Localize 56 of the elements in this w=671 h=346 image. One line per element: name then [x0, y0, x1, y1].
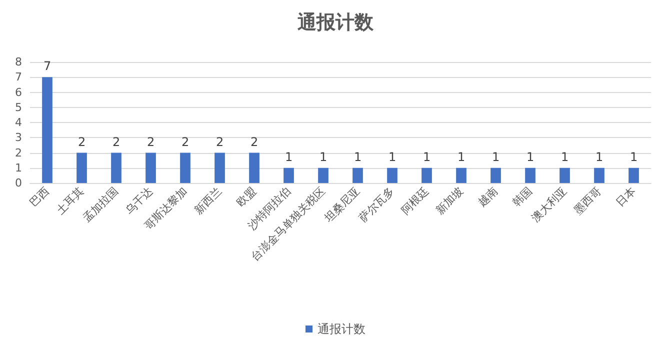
data-label: 2 — [112, 134, 120, 149]
data-label: 1 — [284, 150, 293, 164]
data-label: 1 — [319, 150, 328, 164]
bar — [387, 168, 398, 183]
x-tick-label: 越南 — [476, 184, 500, 210]
x-tick-label: 巴西 — [27, 184, 52, 210]
x-tick-label: 阿根廷 — [398, 184, 432, 217]
bar — [490, 168, 501, 183]
y-tick-label: 5 — [15, 100, 22, 114]
bar — [214, 152, 225, 183]
y-tick-label: 7 — [15, 70, 22, 84]
x-tick-label: 欧盟 — [234, 184, 259, 210]
y-tick-label: 0 — [15, 176, 22, 190]
data-label: 1 — [354, 150, 362, 164]
legend-label: 通报计数 — [318, 322, 366, 336]
bar — [180, 152, 190, 183]
y-tick-label: 8 — [15, 56, 22, 68]
data-label: 1 — [457, 150, 466, 164]
data-label: 1 — [388, 150, 396, 164]
bar — [422, 168, 432, 183]
y-tick-label: 6 — [15, 86, 22, 99]
bar — [594, 168, 604, 183]
y-tick-label: 2 — [15, 146, 22, 160]
bar — [111, 152, 122, 183]
y-tick-label: 3 — [15, 131, 22, 144]
data-label: 1 — [526, 150, 534, 164]
x-tick-label: 新西兰 — [192, 184, 224, 217]
bar — [352, 168, 363, 183]
x-tick-label: 墨西哥 — [571, 184, 604, 217]
data-label: 7 — [43, 59, 52, 74]
bar — [42, 77, 52, 183]
data-label: 1 — [595, 150, 604, 164]
x-tick-label: 韩国 — [510, 184, 535, 210]
bar — [318, 168, 328, 183]
data-label: 2 — [181, 134, 190, 149]
data-label: 2 — [250, 134, 258, 149]
data-label: 1 — [560, 150, 569, 164]
bar — [525, 168, 536, 183]
x-tick-label: 新加坡 — [433, 184, 466, 217]
x-tick-label: 日本 — [614, 184, 638, 210]
bar — [560, 168, 570, 183]
chart-title: 通报计数 — [296, 12, 374, 34]
bar — [628, 168, 639, 183]
data-label: 2 — [216, 134, 224, 149]
y-tick-label: 1 — [15, 161, 22, 174]
data-label: 1 — [492, 150, 500, 164]
bar — [146, 152, 156, 183]
y-tick-label: 4 — [15, 116, 22, 129]
bar — [249, 152, 260, 183]
bar — [284, 168, 294, 183]
bar — [76, 152, 87, 183]
data-label: 1 — [422, 150, 431, 164]
data-label: 2 — [146, 134, 155, 149]
bar — [456, 168, 466, 183]
data-label: 2 — [78, 134, 86, 149]
data-label: 1 — [630, 150, 638, 164]
